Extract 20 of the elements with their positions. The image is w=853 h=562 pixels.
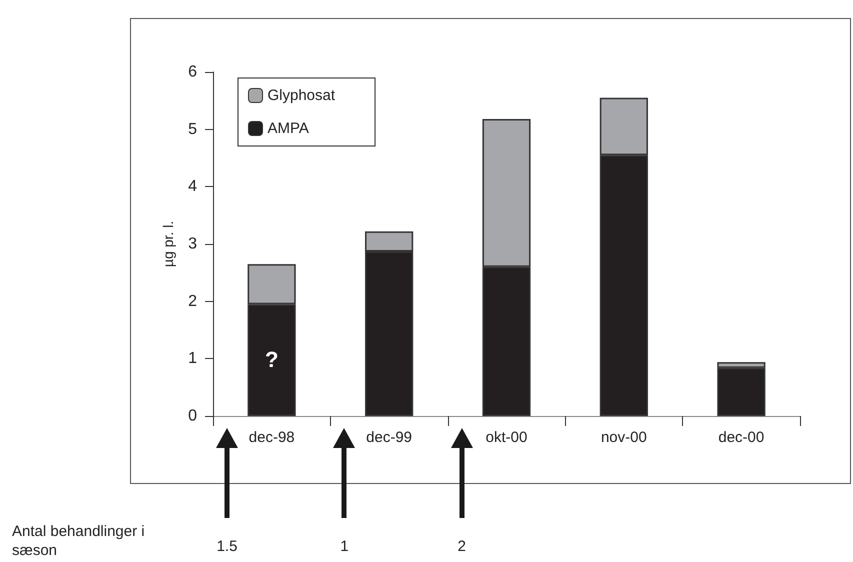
y-axis-title: µg pr. l.	[160, 220, 176, 268]
legend-label: Glyphosat	[268, 87, 336, 104]
annotation: ?	[264, 347, 278, 374]
text: 1	[340, 538, 349, 555]
y-tick-label: 1	[188, 350, 198, 368]
y-tick-label: 0	[188, 408, 198, 424]
x-tick-label: okt-00	[486, 429, 528, 446]
x-tick-label: dec-00	[718, 429, 764, 446]
x-tick-label: dec-99	[366, 429, 412, 446]
text: Antal behandlinger i sæson	[12, 522, 146, 560]
x-tick-label: nov-00	[600, 429, 647, 446]
y-tick-label: 5	[188, 120, 198, 138]
text: 2	[458, 538, 466, 555]
y-tick-label: 2	[188, 292, 198, 310]
y-tick-label: 6	[188, 64, 198, 80]
y-tick-label: 3	[188, 236, 198, 252]
x-tick-label: dec-98	[248, 429, 295, 446]
legend-label: AMPA	[268, 120, 309, 137]
text: 1.5	[216, 538, 238, 555]
y-tick-label: 4	[188, 178, 198, 196]
